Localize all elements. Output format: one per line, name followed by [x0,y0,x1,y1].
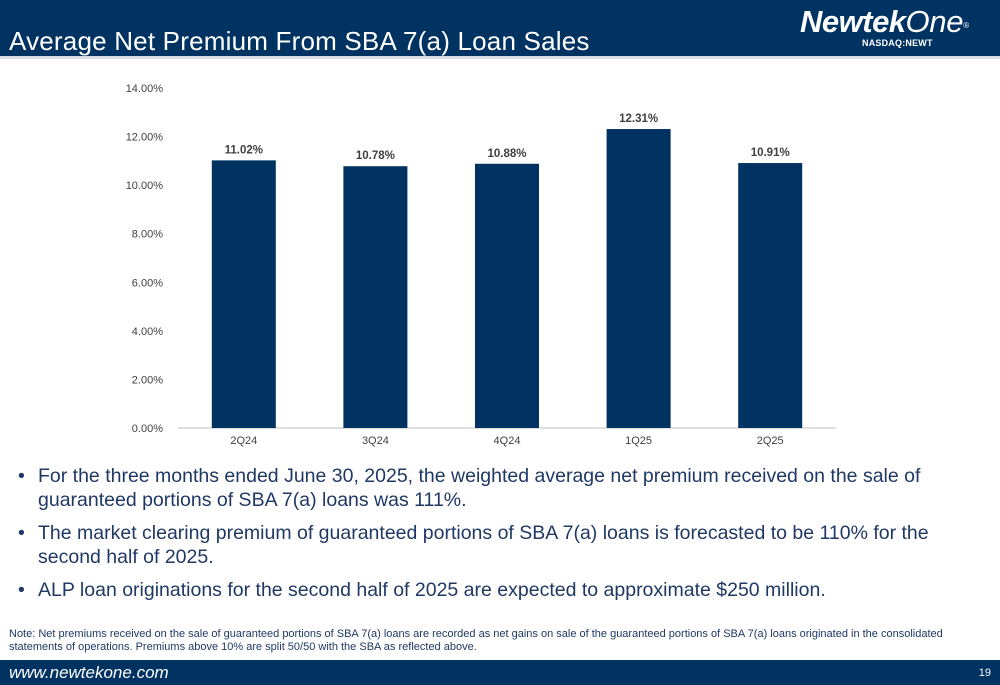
bar [606,129,671,428]
website-link[interactable]: www.newtekone.com [9,663,169,682]
y-tick-label: 6.00% [132,277,163,289]
bullet-list: • For the three months ended June 30, 202… [18,464,978,611]
company-logo: NewtekOne® NASDAQ:NEWT [800,4,992,52]
logo-ticker: NASDAQ:NEWT [862,38,933,48]
bullet-symbol: • [18,522,25,544]
bullet-item: • ALP loan originations for the second ha… [18,579,826,601]
bar [211,160,276,428]
data-label: 10.88% [487,148,526,160]
x-tick-label: 3Q24 [362,435,389,447]
bullet-item: • For the three months ended June 30, 202… [18,465,921,511]
bar [475,163,539,428]
y-tick-label: 4.00% [132,326,163,338]
data-label: 11.02% [225,144,263,156]
x-tick-label: 1Q25 [625,435,652,447]
y-tick-label: 8.00% [132,229,163,241]
logo-wordmark: NewtekOne® [800,4,970,39]
y-tick-label: 2.00% [132,374,163,386]
header-bar: Average Net Premium From SBA 7(a) Loan S… [0,0,1000,56]
x-tick-label: 4Q24 [494,435,521,447]
header-divider [0,56,1000,59]
footnote: Note: Net premiums received on the sale … [9,628,943,653]
page-number: 19 [978,667,991,679]
bar-chart: 0.00% 2.00% 4.00% 6.00% 8.00% 10.00% 12.00% 14.… [126,83,836,447]
bullet-symbol: • [18,465,25,487]
x-tick-label: 2Q24 [230,435,257,447]
data-label: 12.31% [619,113,658,125]
y-tick-label: 10.00% [126,180,164,192]
footer-bar: www.newtekone.com 19 [0,660,1000,685]
bar [738,163,803,428]
bullet-item: • The market clearing premium of guarante… [18,522,929,568]
bar [343,166,408,428]
y-tick-label: 0.00% [132,423,163,435]
y-tick-label: 12.00% [126,132,164,144]
y-tick-label: 14.00% [126,83,164,95]
slide-title: Average Net Premium From SBA 7(a) Loan S… [9,26,590,56]
data-label: 10.91% [751,147,790,159]
bullet-symbol: • [18,579,25,601]
data-label: 10.78% [356,150,395,162]
x-tick-label: 2Q25 [757,435,784,447]
